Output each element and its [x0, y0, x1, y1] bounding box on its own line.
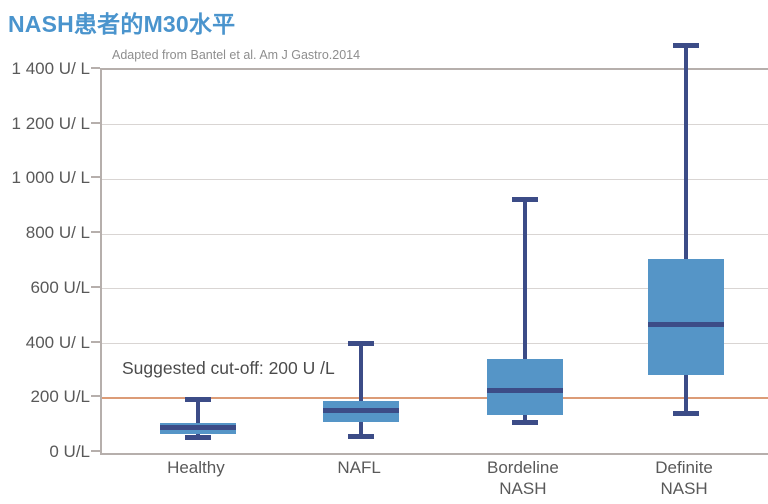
y-axis-tick	[91, 231, 100, 234]
x-axis-label-bordeline-nash: Bordeline NASH	[486, 458, 559, 499]
median-line	[486, 387, 563, 393]
cutoff-line	[102, 397, 768, 400]
gridline	[102, 178, 768, 180]
boxplot-bordeline-nash	[486, 70, 563, 453]
y-axis-tick	[91, 340, 100, 343]
y-axis-label: 800 U/ L	[25, 223, 90, 243]
page-title: NASH患者的M30水平	[8, 11, 236, 37]
whisker-cap-top	[673, 42, 700, 48]
whisker-cap-bottom	[511, 420, 538, 426]
y-axis-label: 200 U/L	[30, 387, 90, 407]
whisker-cap-bottom	[184, 435, 211, 441]
y-axis-tick	[91, 285, 100, 288]
whisker	[195, 399, 200, 438]
gridline	[102, 233, 768, 235]
y-axis-label: 1 400 U/ L	[11, 59, 90, 78]
y-axis-tick	[91, 121, 100, 124]
boxplot-healthy	[159, 70, 236, 453]
gridline	[102, 343, 768, 345]
gridline	[102, 124, 768, 126]
median-line	[323, 408, 400, 414]
whisker-cap-bottom	[673, 410, 700, 416]
boxplot-definite-nash	[648, 42, 725, 453]
whisker	[684, 45, 689, 414]
whisker	[359, 343, 364, 437]
x-axis-label-nafl: NAFL	[337, 458, 381, 477]
gridline	[102, 288, 768, 290]
y-axis-tick	[91, 395, 100, 398]
y-axis-tick	[91, 176, 100, 179]
y-axis-label: 600 U/L	[30, 277, 90, 297]
whisker-cap-top	[511, 197, 538, 203]
median-line	[648, 321, 725, 327]
y-axis-label: 1 200 U/ L	[11, 113, 90, 133]
x-axis-label-definite-nash: Definite NASH	[655, 458, 713, 499]
y-axis-label: 0 U/L	[49, 442, 90, 461]
y-axis-tick	[91, 450, 100, 452]
whisker-cap-top	[348, 341, 375, 347]
y-axis-tick	[91, 67, 100, 69]
boxplot-nafl	[323, 70, 400, 453]
x-axis-label-healthy: Healthy	[167, 458, 225, 477]
box	[486, 358, 563, 415]
whisker-cap-top	[184, 397, 211, 403]
whisker	[522, 199, 527, 423]
source-note: Adapted from Bantel et al. Am J Gastro.2…	[112, 48, 361, 62]
median-line	[159, 424, 236, 430]
whisker-cap-bottom	[348, 434, 375, 440]
y-axis-label: 1 000 U/ L	[11, 168, 90, 188]
cutoff-annotation: Suggested cut-off: 200 U /L	[122, 358, 335, 379]
plot-area: Suggested cut-off: 200 U /L	[100, 42, 768, 455]
box	[648, 258, 725, 376]
y-axis-label: 400 U/ L	[25, 332, 90, 352]
